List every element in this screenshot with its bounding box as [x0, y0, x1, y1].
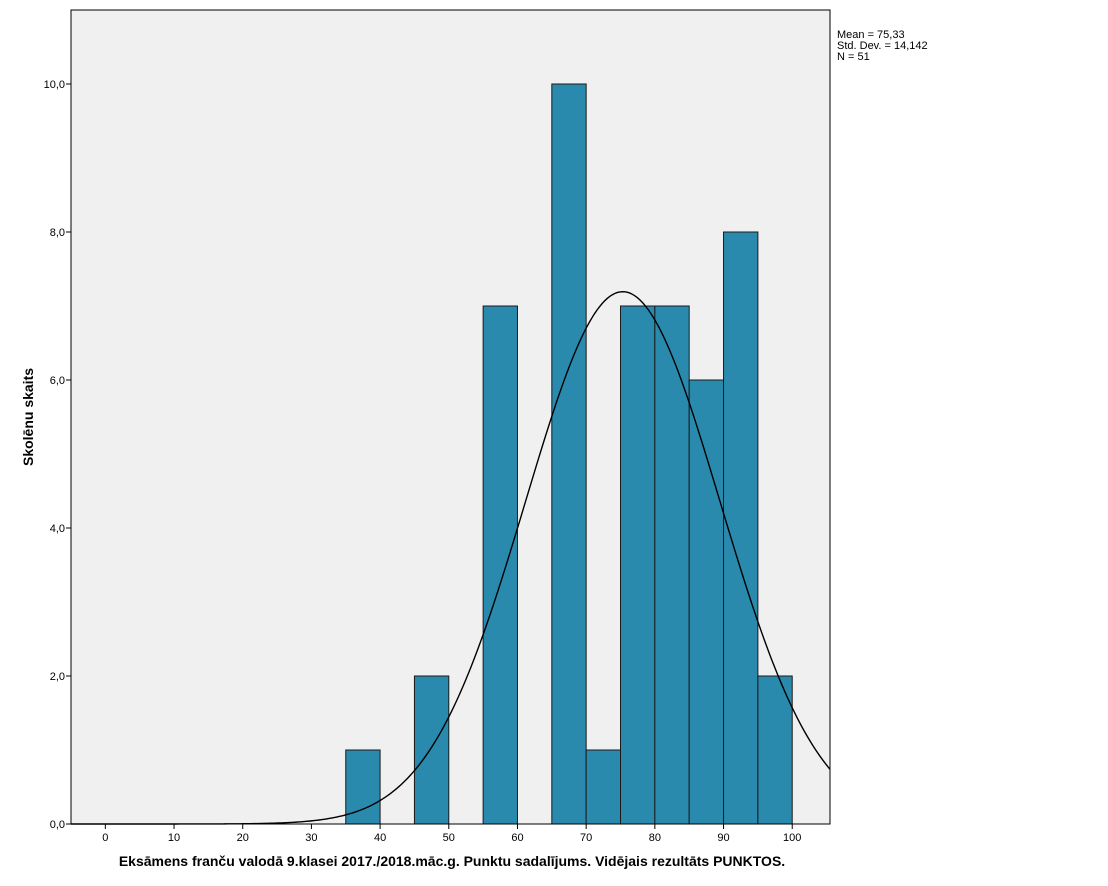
x-tick-label: 90: [717, 832, 729, 844]
stats-box: Mean = 75,33 Std. Dev. = 14,142 N = 51: [837, 29, 928, 63]
x-tick-label: 60: [511, 832, 523, 844]
x-tick-label: 40: [374, 832, 386, 844]
histogram-bar-75-80: [620, 305, 656, 825]
stats-mean: Mean = 75,33: [837, 29, 905, 41]
x-tick-label: 0: [102, 832, 108, 844]
x-tick-label: 30: [305, 832, 317, 844]
x-tick-label: 100: [783, 832, 801, 844]
x-tick-label: 20: [237, 832, 249, 844]
y-tick-label: 4,0: [50, 523, 65, 535]
histogram-bar-45-50: [413, 675, 450, 825]
x-tick-label: 10: [168, 832, 180, 844]
y-axis-ticks: 0,0 2,0 4,0 6,0 8,0 10,0: [44, 79, 71, 831]
y-tick-label: 6,0: [50, 375, 65, 387]
y-tick-label: 2,0: [50, 671, 65, 683]
x-axis-title: Eksāmens franču valodā 9.klasei 2017./20…: [119, 853, 785, 869]
x-axis-ticks: 0 10 20 30 40 50 60 70 80 90 100: [102, 824, 801, 844]
y-tick-label: 10,0: [44, 79, 65, 91]
histogram-bar-70-75: [585, 749, 622, 825]
histogram-bar-90-95: [723, 231, 759, 825]
stats-std-dev: Std. Dev. = 14,142: [837, 40, 928, 52]
y-axis-title: Skolēnu skaits: [20, 368, 36, 466]
histogram-bar-80-85: [654, 305, 690, 825]
histogram-bar-95-100: [757, 675, 793, 825]
x-tick-label: 50: [443, 832, 455, 844]
x-tick-label: 70: [580, 832, 592, 844]
y-tick-label: 8,0: [50, 227, 65, 239]
y-tick-label: 0,0: [50, 819, 65, 831]
stats-n: N = 51: [837, 51, 870, 63]
histogram-bar-85-90: [688, 379, 725, 825]
histogram-bar-55-60: [482, 305, 518, 825]
histogram-bar-65-70: [551, 83, 587, 825]
histogram-bars: [345, 83, 793, 825]
x-tick-label: 80: [649, 832, 661, 844]
histogram-bar-35-40: [345, 749, 381, 825]
